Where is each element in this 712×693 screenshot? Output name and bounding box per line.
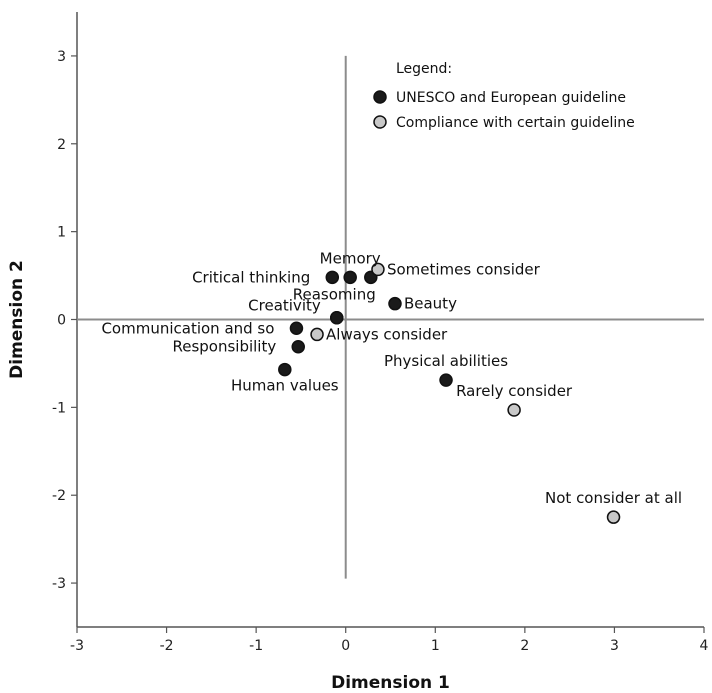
legend-marker bbox=[373, 90, 387, 104]
y-tick-label: 1 bbox=[57, 225, 66, 241]
point-label: Physical abilities bbox=[384, 352, 508, 370]
point-label: Rarely consider bbox=[456, 382, 573, 400]
point-label: Human values bbox=[231, 377, 339, 395]
data-point bbox=[291, 339, 305, 354]
y-axis-title: Dimension 2 bbox=[7, 260, 27, 379]
x-axis-title: Dimension 1 bbox=[331, 673, 450, 693]
x-tick-label: 1 bbox=[431, 638, 440, 654]
y-tick-label: 2 bbox=[57, 137, 66, 153]
legend-title: Legend: bbox=[396, 61, 452, 77]
legend-entry: Compliance with certain guideline bbox=[396, 115, 635, 131]
data-points bbox=[278, 262, 621, 524]
x-tick-label: 4 bbox=[700, 638, 709, 654]
data-point bbox=[606, 510, 621, 524]
x-tick-label: -3 bbox=[70, 638, 84, 654]
point-label: Sometimes consider bbox=[387, 260, 541, 278]
point-label: Beauty bbox=[404, 295, 457, 313]
y-tick-label: 3 bbox=[57, 49, 66, 65]
legend-marker bbox=[373, 115, 387, 129]
point-label: Responsibility bbox=[172, 338, 276, 356]
data-point bbox=[507, 403, 521, 417]
point-label: Critical thinking bbox=[192, 268, 310, 286]
point-label: Creativity bbox=[248, 297, 321, 315]
data-point bbox=[278, 362, 292, 377]
y-tick-label: -3 bbox=[52, 576, 66, 592]
data-point bbox=[371, 262, 385, 277]
x-tick-label: -2 bbox=[160, 638, 174, 654]
legend-entry: UNESCO and European guideline bbox=[396, 90, 626, 106]
x-tick-label: 0 bbox=[341, 638, 350, 654]
reference-lines bbox=[77, 55, 704, 579]
data-point bbox=[330, 310, 344, 325]
legend: Legend: UNESCO and European guideline Comp… bbox=[373, 61, 635, 131]
tick-labels: -3 -2 -1 0 1 2 3 4 -3 -2 -1 0 1 2 3 bbox=[52, 49, 709, 654]
y-tick-label: -1 bbox=[52, 400, 66, 416]
point-label: Not consider at all bbox=[545, 489, 682, 507]
point-label: Memory bbox=[320, 249, 381, 267]
data-point bbox=[289, 321, 304, 336]
point-label: Always consider bbox=[326, 325, 448, 343]
data-point bbox=[388, 296, 402, 311]
point-label: Communication and so bbox=[101, 319, 274, 337]
data-point bbox=[343, 270, 357, 285]
point-label: Reasoming bbox=[293, 286, 376, 304]
y-tick-label: 0 bbox=[57, 313, 66, 329]
y-tick-label: -2 bbox=[52, 488, 66, 504]
data-point bbox=[310, 327, 324, 342]
x-tick-label: -1 bbox=[249, 638, 263, 654]
x-tick-label: 2 bbox=[520, 638, 529, 654]
data-point bbox=[439, 373, 453, 387]
data-point bbox=[325, 270, 340, 285]
x-tick-label: 3 bbox=[610, 638, 619, 654]
